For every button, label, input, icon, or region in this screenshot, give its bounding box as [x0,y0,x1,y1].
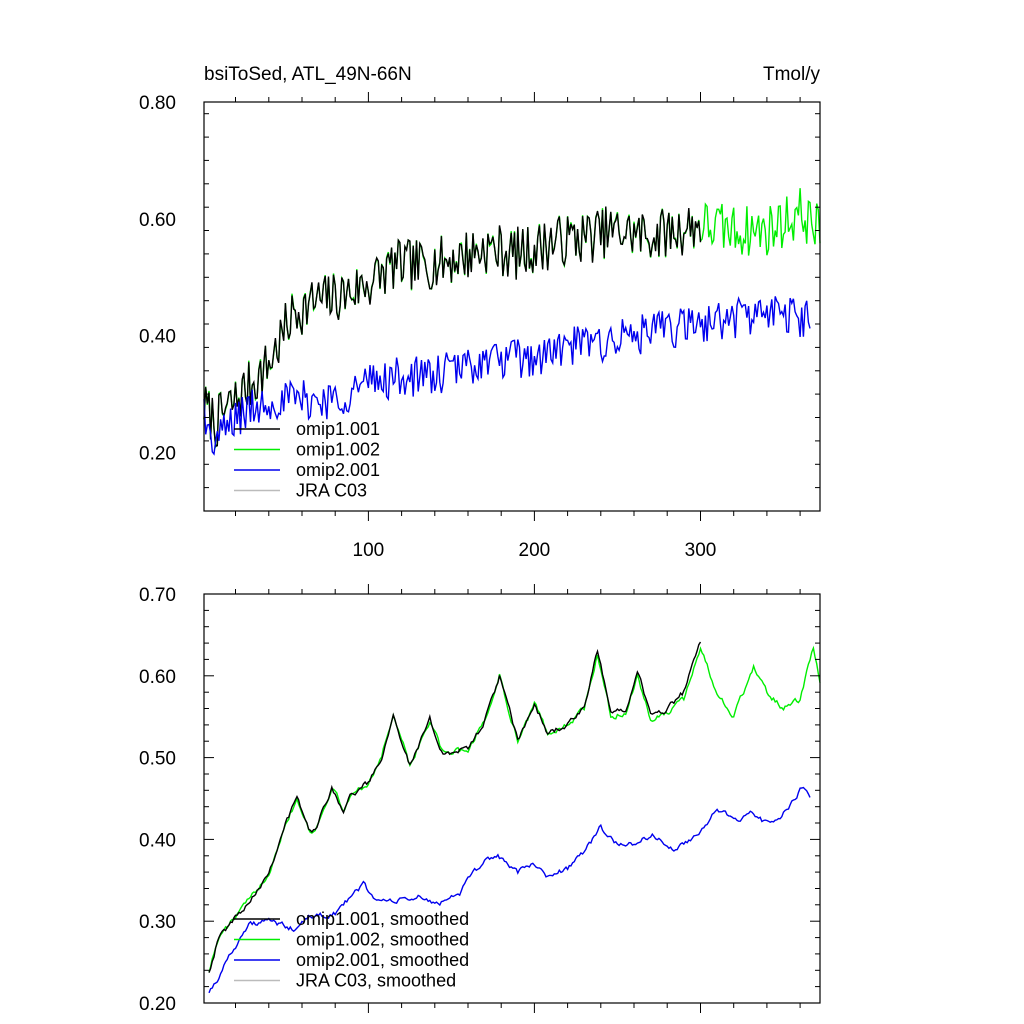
plot-frame [203,593,821,1004]
series-line-omip1-001 [203,206,702,448]
y-tick-label: 0.50 [139,749,176,770]
legend-label: JRA C03, smoothed [296,971,456,991]
y-tick-label: 0.40 [139,830,176,851]
y-tick-label: 0.60 [139,667,176,688]
ticks-layer: 0.20 0.40 0.60 0.80 100 200 300 [139,92,820,561]
x-tick-label: 200 [519,540,551,561]
y-tick-label: 0.60 [139,210,176,231]
series-line-omip2-001 [203,296,811,456]
y-tick-label: 0.20 [139,444,176,465]
series-layer [203,188,821,456]
y-tick-label: 0.70 [139,585,176,606]
x-tick-label: 100 [353,540,385,561]
legend-label: omip2.001 [296,460,380,480]
legend-label: omip1.001 [296,419,380,439]
legend-label: JRA C03 [296,481,367,501]
legend-label: omip1.001, smoothed [296,909,469,929]
top-panel: bsiToSed, ATL_49N-66N Tmol/y 0.20 0.40 0.6… [139,64,821,561]
units-label: Tmol/y [763,64,821,85]
chart-title: bsiToSed, ATL_49N-66N [204,64,412,85]
y-tick-label: 0.30 [139,912,176,933]
plot-frame [203,101,821,512]
legend-label: omip1.002, smoothed [296,930,469,950]
y-tick-label: 0.80 [139,93,176,114]
y-tick-label: 0.20 [139,994,176,1015]
y-tick-label: 0.40 [139,327,176,348]
legend-label: omip1.002 [296,440,380,460]
legend-label: omip2.001, smoothed [296,950,469,970]
ticks-layer: 0.20 0.30 0.40 0.50 0.60 0.70 [139,584,820,1015]
x-tick-label: 300 [685,540,717,561]
bottom-panel: 0.20 0.30 0.40 0.50 0.60 0.70 omip1.001, smoo… [139,584,821,1015]
series-layer [208,641,821,994]
series-line-omip1-001 [208,641,702,973]
series-line-omip2-001 [208,786,811,994]
